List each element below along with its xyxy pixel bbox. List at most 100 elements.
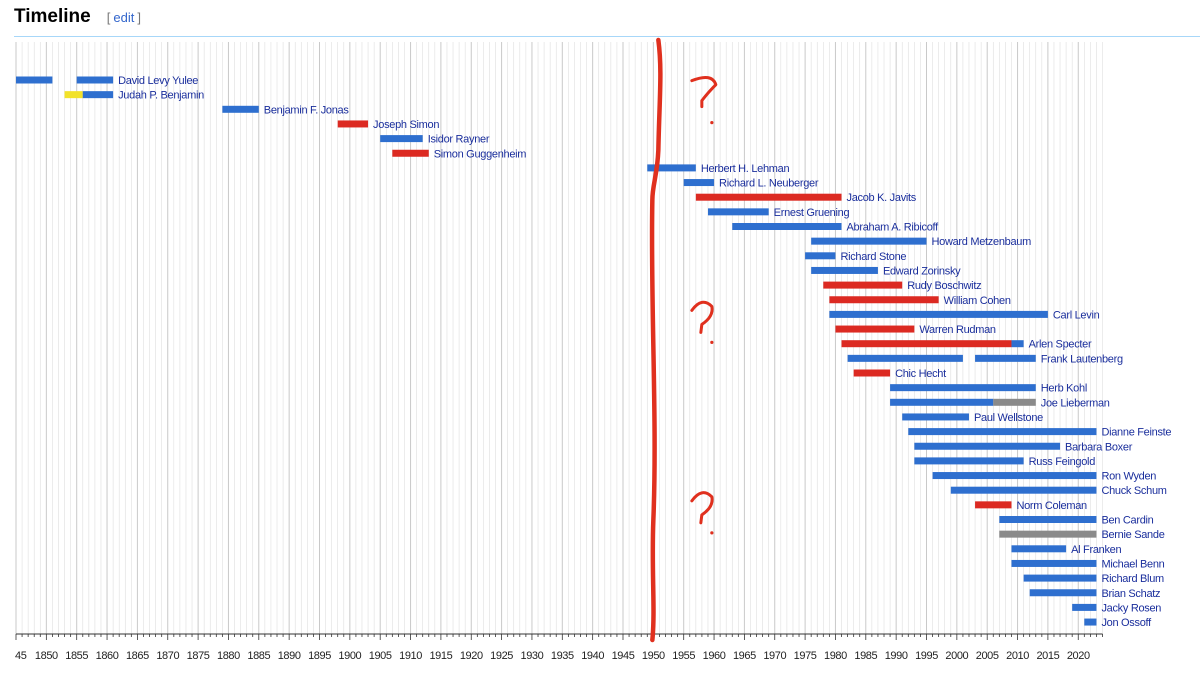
term-bar	[1084, 618, 1097, 626]
senator-label: Norm Coleman	[1016, 500, 1087, 512]
senator-label: Michael Benn	[1101, 558, 1164, 570]
section-title: Timeline	[14, 6, 91, 27]
term-bar	[890, 384, 1036, 392]
edit-section-control: [edit]	[107, 10, 141, 25]
handwritten-divider-line	[649, 37, 663, 643]
x-tick-label: 1955	[672, 650, 695, 662]
senator-label: Jacob K. Javits	[847, 192, 917, 204]
term-bar	[1011, 559, 1097, 567]
term-bar	[829, 296, 939, 304]
x-tick-label: 1865	[126, 650, 149, 662]
senator-label: Abraham A. Ribicoff	[847, 222, 940, 234]
senator-label: Chuck Schum	[1101, 485, 1166, 497]
x-tick-label: 1945	[612, 650, 635, 662]
term-bar	[914, 442, 1061, 450]
senator-label: Benjamin F. Jonas	[264, 104, 350, 116]
term-bar	[16, 76, 53, 84]
x-tick-label: 1855	[65, 650, 88, 662]
x-tick-label: 1975	[794, 650, 817, 662]
term-bar	[392, 149, 429, 157]
senator-label: Paul Wellstone	[974, 412, 1043, 424]
senator-label: Chic Hecht	[895, 368, 946, 380]
timeline-bars: David Levy Yulee Judah P. Benjamin Benjami…	[16, 75, 1172, 629]
term-bar	[950, 486, 1097, 494]
question-mark-icon	[690, 75, 718, 125]
term-bar	[932, 472, 1097, 480]
term-bar	[811, 237, 927, 245]
senator-label: Judah P. Benjamin	[118, 90, 204, 102]
x-tick-label: 2000	[945, 650, 968, 662]
term-bar	[853, 369, 891, 377]
x-tick-label: 1920	[460, 650, 483, 662]
term-bar	[908, 428, 1097, 436]
senator-label: Frank Lautenberg	[1041, 353, 1123, 365]
senator-label: Richard Stone	[840, 251, 906, 263]
term-bar	[732, 223, 842, 230]
x-tick-label: 1895	[308, 650, 331, 662]
term-bar	[1011, 340, 1024, 348]
x-tick-label: 1960	[703, 650, 726, 662]
senator-label: Brian Schatz	[1101, 588, 1160, 600]
senator-label: Joe Lieberman	[1041, 397, 1110, 409]
x-tick-label: 1870	[156, 650, 179, 662]
senator-label: Richard Blum	[1101, 573, 1164, 585]
term-bar	[975, 354, 1036, 362]
section-heading: Timeline [edit]	[14, 6, 141, 34]
x-tick-label: 2005	[976, 650, 999, 662]
senator-label: Carl Levin	[1053, 309, 1100, 321]
term-bar	[222, 105, 259, 113]
senator-label: Jon Ossoff	[1101, 617, 1152, 629]
x-tick-label: 1930	[521, 650, 544, 662]
x-tick-label: 1885	[247, 650, 270, 662]
senator-label: David Levy Yulee	[118, 75, 198, 87]
x-tick-label: 1905	[369, 650, 392, 662]
term-bar	[902, 413, 969, 421]
term-bar	[999, 530, 1097, 538]
term-bar	[890, 398, 994, 406]
term-bar	[82, 91, 114, 99]
term-bar	[993, 398, 1036, 406]
x-tick-label: 1935	[551, 650, 574, 662]
term-bar	[76, 76, 114, 84]
senator-label: Richard L. Neuberger	[719, 178, 819, 190]
timeline-axis: 45 1850 1855 1860 1865 1870 1875 1880 1885 1890 18…	[15, 633, 1103, 662]
x-tick-label: 1860	[96, 650, 119, 662]
senator-label: Ernest Gruening	[774, 207, 850, 219]
edit-bracket-close: ]	[137, 10, 141, 25]
senator-label: Warren Rudman	[919, 324, 996, 336]
x-tick-label: 1970	[763, 650, 786, 662]
x-tick-label: 2010	[1006, 650, 1029, 662]
term-bar	[380, 135, 423, 143]
senator-label: Simon Guggenheim	[434, 148, 527, 160]
handwritten-annotations	[649, 37, 718, 643]
senator-label: Al Franken	[1071, 544, 1121, 556]
x-tick-label: 1950	[642, 650, 665, 662]
term-bar	[707, 208, 769, 216]
senator-label: Ben Cardin	[1101, 515, 1153, 527]
x-tick-label: 1875	[187, 650, 210, 662]
term-bar	[914, 457, 1024, 465]
x-tick-label: 1850	[35, 650, 58, 662]
x-tick-label: 45	[15, 650, 27, 662]
term-bar	[811, 266, 878, 274]
term-bar	[1029, 589, 1097, 597]
term-bar	[999, 516, 1097, 523]
x-tick-label: 1880	[217, 650, 240, 662]
senator-label: Dianne Feinste	[1101, 427, 1171, 439]
x-tick-label: 1940	[581, 650, 604, 662]
x-tick-label: 1985	[854, 650, 877, 662]
term-bar	[805, 252, 836, 260]
term-bar	[1023, 574, 1097, 582]
senator-label: Russ Feingold	[1029, 456, 1096, 468]
senator-label: Herb Kohl	[1041, 383, 1087, 395]
edit-section-link[interactable]: edit	[113, 10, 135, 25]
x-tick-label: 1990	[885, 650, 908, 662]
term-bar	[647, 164, 696, 172]
x-tick-label: 2015	[1036, 650, 1059, 662]
x-tick-label: 1995	[915, 650, 938, 662]
term-bar	[1011, 545, 1067, 553]
x-tick-label: 1980	[824, 650, 847, 662]
edit-bracket-open: [	[106, 10, 111, 25]
senator-label: Herbert H. Lehman	[701, 163, 790, 175]
senator-label: Barbara Boxer	[1065, 441, 1133, 453]
